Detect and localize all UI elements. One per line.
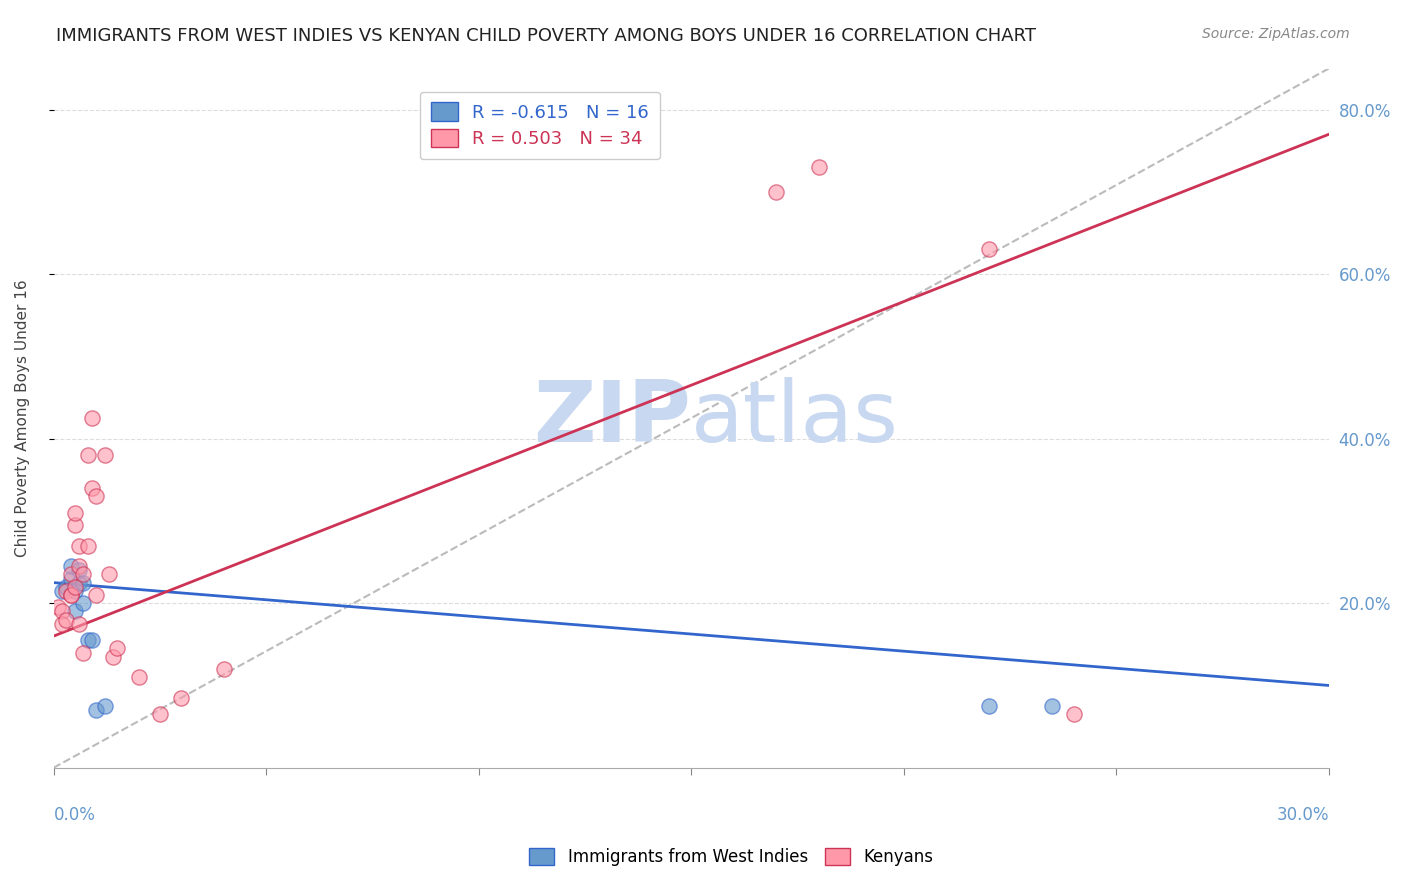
Point (72, 567, 94, 582)
Point (59, 572, 82, 586)
Point (55, 583, 77, 598)
Point (80, 633, 103, 648)
Point (63, 583, 86, 598)
Point (101, 649, 124, 664)
Point (765, 185, 787, 199)
Point (59, 567, 82, 582)
Point (63, 506, 86, 520)
Point (807, 160, 830, 174)
Point (80, 411, 103, 425)
Point (1063, 707, 1085, 722)
Point (72, 575, 94, 590)
Point (67, 539, 90, 553)
Legend: R = -0.615   N = 16, R = 0.503   N = 34: R = -0.615 N = 16, R = 0.503 N = 34 (419, 92, 659, 159)
Point (67, 575, 90, 590)
Point (1042, 698, 1064, 713)
Point (76, 448, 98, 462)
Text: 0.0%: 0.0% (53, 806, 96, 824)
Point (51, 604, 73, 618)
Point (212, 662, 235, 676)
Point (97, 567, 120, 582)
Point (105, 641, 128, 656)
Point (63, 518, 86, 533)
Point (63, 580, 86, 594)
Point (59, 588, 82, 602)
Point (46, 600, 69, 615)
Point (55, 580, 77, 594)
Point (67, 616, 90, 631)
Y-axis label: Child Poverty Among Boys Under 16: Child Poverty Among Boys Under 16 (15, 279, 30, 557)
Point (170, 690, 193, 705)
Point (93, 448, 115, 462)
Point (59, 559, 82, 574)
Legend: Immigrants from West Indies, Kenyans: Immigrants from West Indies, Kenyans (522, 840, 941, 875)
Point (76, 633, 98, 648)
Point (80, 481, 103, 495)
Point (51, 583, 73, 598)
Text: 30.0%: 30.0% (1277, 806, 1329, 824)
Text: IMMIGRANTS FROM WEST INDIES VS KENYAN CHILD POVERTY AMONG BOYS UNDER 16 CORRELAT: IMMIGRANTS FROM WEST INDIES VS KENYAN CH… (56, 27, 1036, 45)
Point (67, 563, 90, 577)
Point (84, 489, 107, 503)
Text: atlas: atlas (692, 376, 900, 459)
Text: Source: ZipAtlas.com: Source: ZipAtlas.com (1202, 27, 1350, 41)
Point (84, 703, 107, 717)
Point (977, 698, 1000, 713)
Point (72, 596, 94, 610)
Point (51, 616, 73, 631)
Point (55, 613, 77, 627)
Point (93, 698, 115, 713)
Point (128, 670, 150, 684)
Point (84, 588, 107, 602)
Text: ZIP: ZIP (533, 376, 692, 459)
Point (149, 707, 172, 722)
Point (72, 646, 94, 660)
Point (63, 604, 86, 618)
Point (76, 539, 98, 553)
Point (59, 588, 82, 602)
Point (67, 559, 90, 574)
Point (977, 243, 1000, 257)
